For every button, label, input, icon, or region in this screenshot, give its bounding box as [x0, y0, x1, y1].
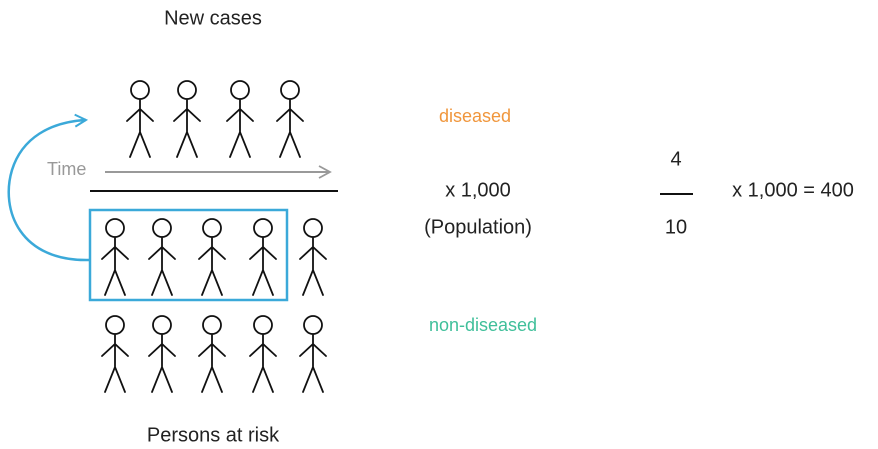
- title: New cases: [164, 7, 262, 29]
- stick-figure: [199, 316, 225, 392]
- stick-figure: [149, 219, 175, 295]
- stick-figure: [149, 316, 175, 392]
- stick-figures: [102, 81, 326, 392]
- stick-figure: [300, 219, 326, 295]
- cycle-arrow: [9, 120, 90, 260]
- footer: Persons at risk: [147, 424, 280, 446]
- stick-figure: [102, 316, 128, 392]
- result: x 1,000 = 400: [732, 179, 854, 201]
- population-label: (Population): [424, 216, 532, 238]
- selection-box: [90, 210, 287, 300]
- stick-figure: [227, 81, 253, 157]
- numerator: 4: [670, 148, 681, 170]
- diagram: New cases diseased Time x 1,000 (Populat…: [0, 0, 878, 449]
- stick-figure: [102, 219, 128, 295]
- stick-figure: [250, 219, 276, 295]
- stick-figure: [250, 316, 276, 392]
- time-label: Time: [47, 159, 86, 179]
- stick-figure: [127, 81, 153, 157]
- multiplier: x 1,000: [445, 179, 511, 201]
- stick-figure: [277, 81, 303, 157]
- diseased-label: diseased: [439, 106, 511, 126]
- stick-figure: [174, 81, 200, 157]
- denominator: 10: [665, 216, 687, 238]
- non-diseased-label: non-diseased: [429, 315, 537, 335]
- stick-figure: [300, 316, 326, 392]
- stick-figure: [199, 219, 225, 295]
